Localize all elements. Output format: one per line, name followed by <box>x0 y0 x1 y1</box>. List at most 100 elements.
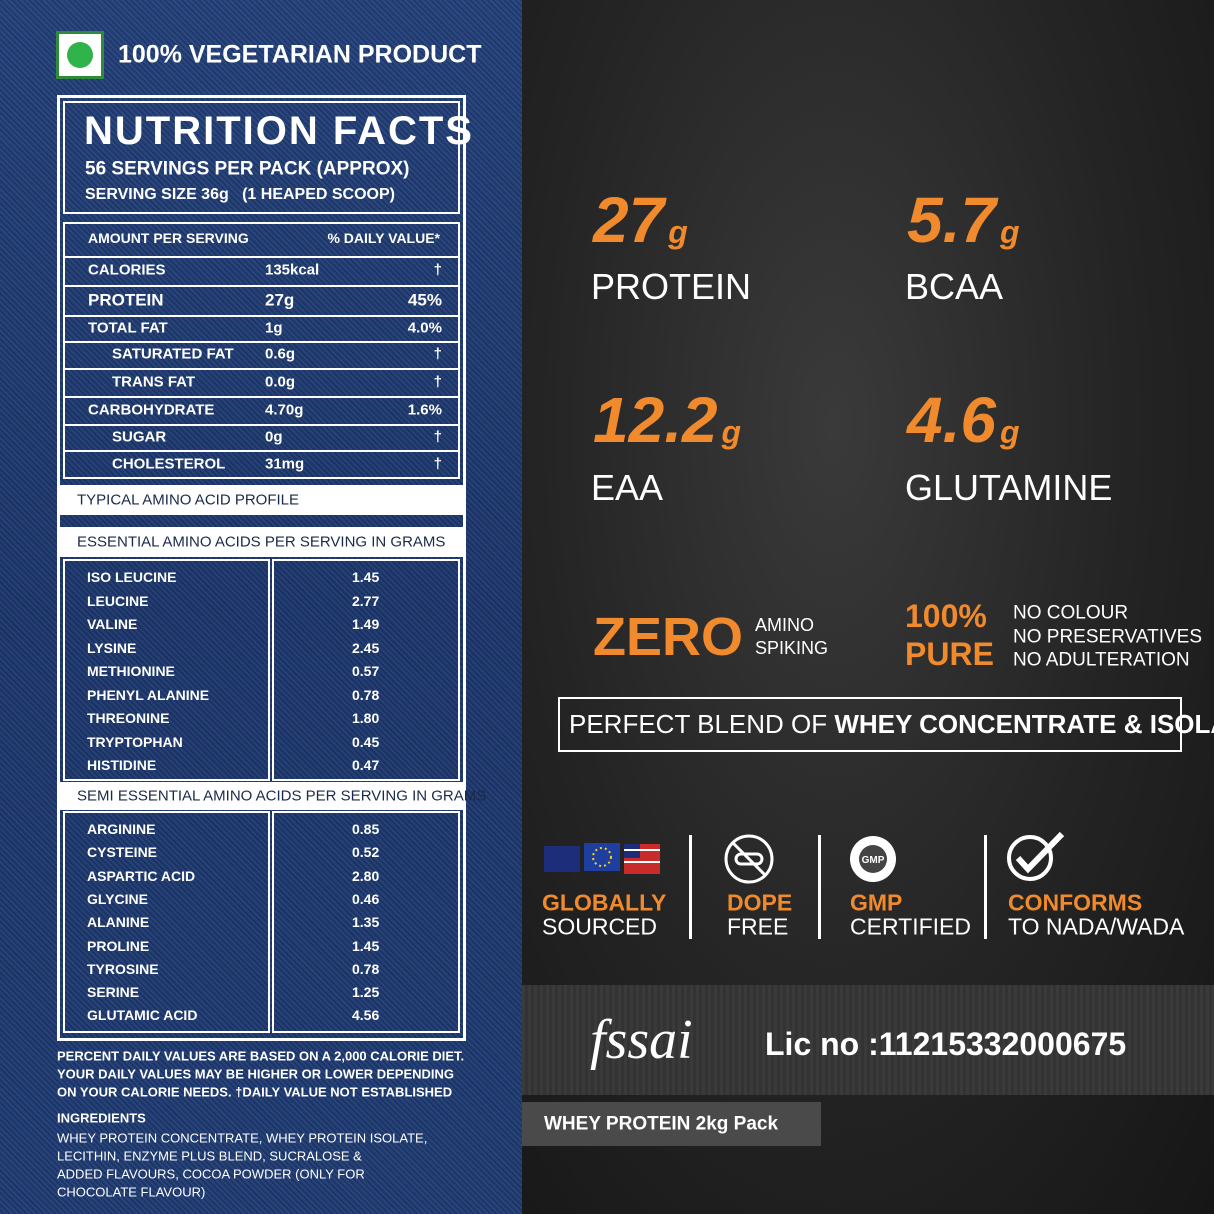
ingredients-line: LECITHIN, ENZYME PLUS BLEND, SUCRALOSE & <box>57 1148 362 1164</box>
blend-frame <box>558 697 1182 752</box>
stat-value: 12.2 <box>593 384 718 456</box>
stat-unit: g <box>999 214 1020 250</box>
nutrient-name: PROTEIN <box>88 290 164 310</box>
amino-amount: 2.45 <box>352 639 380 656</box>
footnote: ON YOUR CALORIE NEEDS. †DAILY VALUE NOT … <box>57 1084 453 1100</box>
stat-unit: g <box>668 214 688 250</box>
white-strip <box>60 527 463 557</box>
nutrient-amount: 135kcal <box>265 261 320 279</box>
fssai-band <box>522 985 1214 1095</box>
fssai-logo: fssai <box>590 1009 693 1071</box>
daily-value: 1.6% <box>407 401 442 419</box>
nutrient-amount: 1g <box>265 319 283 337</box>
amino-amount: 2.77 <box>352 592 380 609</box>
rule <box>63 285 460 287</box>
daily-value: 45% <box>407 290 442 310</box>
amino-name: TYROSINE <box>87 960 159 977</box>
dope-free-icon <box>724 834 774 884</box>
amino-name: HISTIDINE <box>87 757 157 773</box>
zero: ZERO <box>593 607 744 667</box>
amino-amount: 0.78 <box>352 960 380 977</box>
pure: 100% <box>905 598 987 634</box>
amino-name: VALINE <box>87 616 138 632</box>
column-header: % DAILY VALUE* <box>327 230 440 246</box>
nutrient-amount: 0g <box>265 428 283 446</box>
amino-name: PROLINE <box>87 937 150 954</box>
daily-value: † <box>433 345 442 363</box>
nutrient-name: CARBOHYDRATE <box>88 401 215 419</box>
stat-label: BCAA <box>905 266 1004 307</box>
nutrient-amount: 31mg <box>265 455 305 473</box>
veg-mark <box>56 31 104 79</box>
stat-unit: g <box>721 414 742 450</box>
ingredients-line: WHEY PROTEIN CONCENTRATE, WHEY PROTEIN I… <box>57 1130 428 1146</box>
badge-title: GMP <box>850 889 903 916</box>
nutrient-name: SUGAR <box>112 428 167 446</box>
badge-title: GLOBALLY <box>542 889 667 916</box>
daily-value: † <box>433 428 442 446</box>
nutrient-amount: 0.6g <box>265 345 296 363</box>
amino-amount: 4.56 <box>352 1007 380 1024</box>
nutrition-frame <box>57 95 466 1041</box>
essential-right-cell <box>272 559 460 781</box>
essential-left-cell <box>63 559 270 781</box>
veg-dot <box>67 42 93 68</box>
stat-label: GLUTAMINE <box>905 467 1113 508</box>
daily-value: † <box>433 455 442 473</box>
footnote: YOUR DAILY VALUES MAY BE HIGHER OR LOWER… <box>57 1066 455 1082</box>
ingredients-title: INGREDIENTS <box>57 1110 146 1126</box>
badge-subtitle: TO NADA/WADA <box>1008 913 1185 940</box>
pack-label: WHEY PROTEIN 2kg Pack <box>544 1113 779 1135</box>
white-strip <box>60 782 463 810</box>
nutrition-panel <box>0 0 522 1214</box>
pure-note: NO PRESERVATIVES <box>1013 626 1202 647</box>
daily-value: † <box>433 261 442 279</box>
section-title: TYPICAL AMINO ACID PROFILE <box>77 491 299 509</box>
amino-name: ASPARTIC ACID <box>87 867 196 884</box>
amino-name: GLYCINE <box>87 890 148 907</box>
daily-value: † <box>433 373 442 391</box>
nutrient-amount: 0.0g <box>265 373 296 391</box>
flags-icon <box>544 843 660 874</box>
amino-name: ARGININE <box>87 821 156 837</box>
stat-label: PROTEIN <box>591 266 752 307</box>
badge-title: CONFORMS <box>1008 889 1143 916</box>
nutrition-title: NUTRITION FACTS <box>84 109 474 153</box>
section-title: SEMI ESSENTIAL AMINO ACIDS PER SERVING I… <box>77 787 487 805</box>
badge-title: DOPE <box>727 889 793 916</box>
conforms-icon <box>1007 831 1065 881</box>
daily-value: 4.0% <box>407 319 442 337</box>
rule <box>63 424 460 426</box>
zero-note: AMINO <box>755 615 815 635</box>
zero-note: SPIKING <box>755 638 829 658</box>
servings: 56 SERVINGS PER PACK (APPROX) <box>85 158 410 180</box>
amino-amount: 0.52 <box>352 844 380 861</box>
nutrient-name: TOTAL FAT <box>88 319 168 337</box>
badge-subtitle: FREE <box>727 913 789 940</box>
stat-value: 27 <box>593 184 665 256</box>
serving-size: SERVING SIZE 36g (1 HEAPED SCOOP) <box>85 186 395 203</box>
semi-left-cell <box>63 811 270 1033</box>
rule <box>63 396 460 398</box>
amino-amount: 1.25 <box>352 984 380 1001</box>
amino-amount: 1.45 <box>352 569 380 585</box>
amino-name: TRYPTOPHAN <box>87 733 183 750</box>
column-header: AMOUNT PER SERVING <box>88 230 249 246</box>
amino-name: PHENYL ALANINE <box>87 686 210 703</box>
footnote: PERCENT DAILY VALUES ARE BASED ON A 2,00… <box>57 1048 465 1064</box>
svg-text:GMP: GMP <box>862 855 885 866</box>
rule <box>63 341 460 343</box>
pure-note: NO COLOUR <box>1013 602 1129 624</box>
rule <box>63 315 460 317</box>
amino-amount: 1.35 <box>352 914 380 931</box>
rule <box>63 450 460 452</box>
amino-amount: 0.78 <box>352 686 380 703</box>
amino-name: THREONINE <box>87 710 170 726</box>
ingredients-line: ADDED FLAVOURS, COCOA POWDER (ONLY FOR <box>57 1166 365 1182</box>
amino-amount: 0.85 <box>352 821 380 837</box>
rule <box>63 256 460 258</box>
gmp-icon: GMP <box>850 836 896 882</box>
title-frame <box>63 101 460 214</box>
nutrient-amount: 4.70g <box>265 401 304 419</box>
